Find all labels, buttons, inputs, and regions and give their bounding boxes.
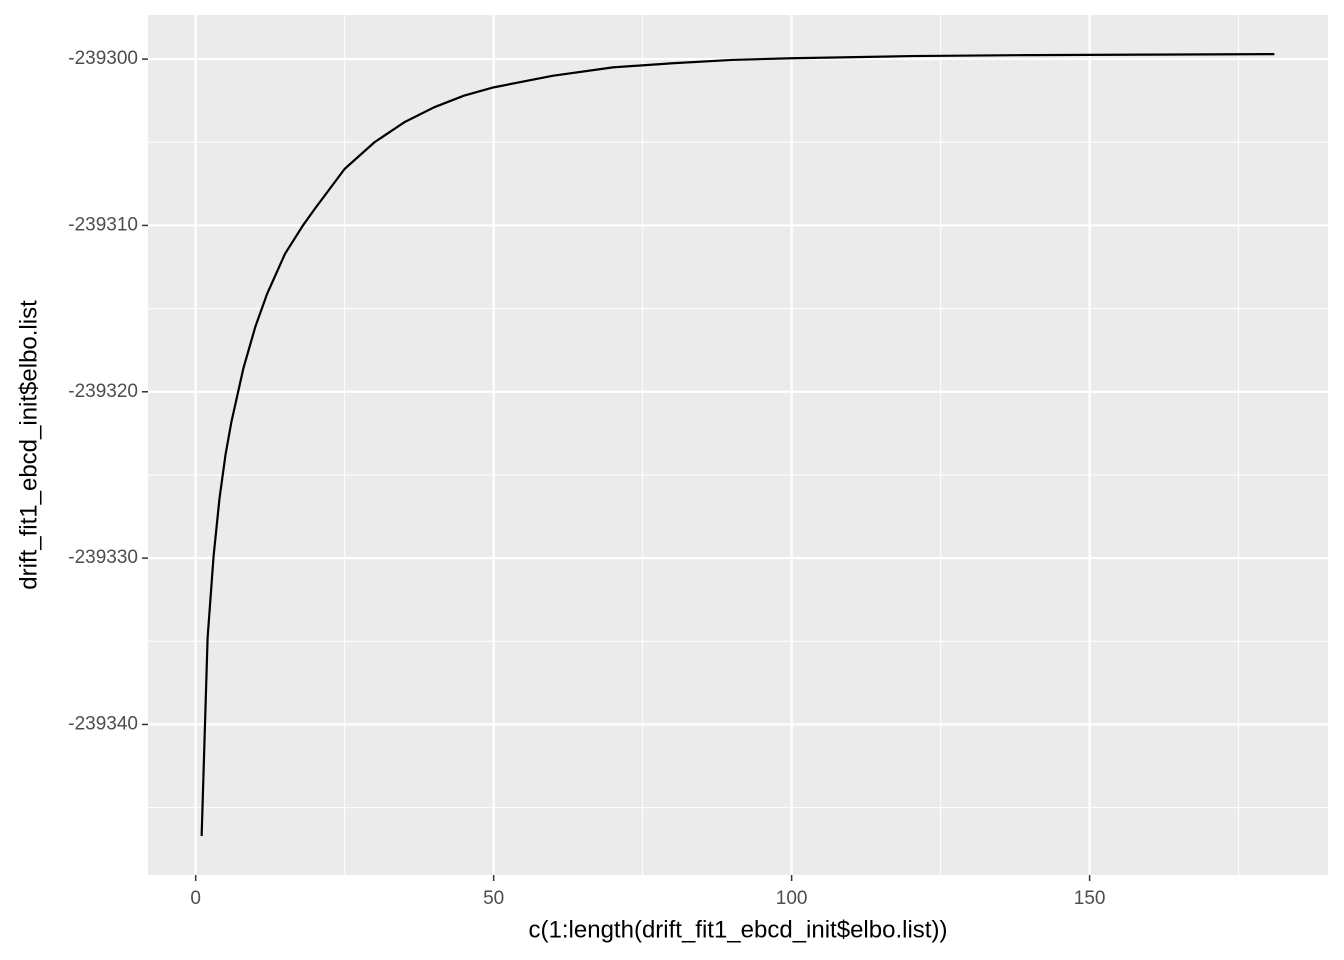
y-tick-label: -239310	[68, 214, 138, 235]
x-tick-label: 100	[776, 888, 808, 909]
y-tick-label: -239330	[68, 547, 138, 568]
y-tick-label: -239340	[68, 713, 138, 734]
y-tick-label: -239300	[68, 48, 138, 69]
panel	[148, 15, 1328, 875]
x-tick-label: 150	[1074, 888, 1106, 909]
y-tick-label: -239320	[68, 381, 138, 402]
x-tick-label: 50	[483, 888, 504, 909]
line	[200, 52, 1275, 836]
y-axis-title: drift_fit1_ebcd_init$elbo.list	[15, 300, 42, 590]
x-axis-title: c(1:length(drift_fit1_ebcd_init$elbo.lis…	[529, 916, 948, 943]
x-tick-label: 0	[190, 888, 201, 909]
